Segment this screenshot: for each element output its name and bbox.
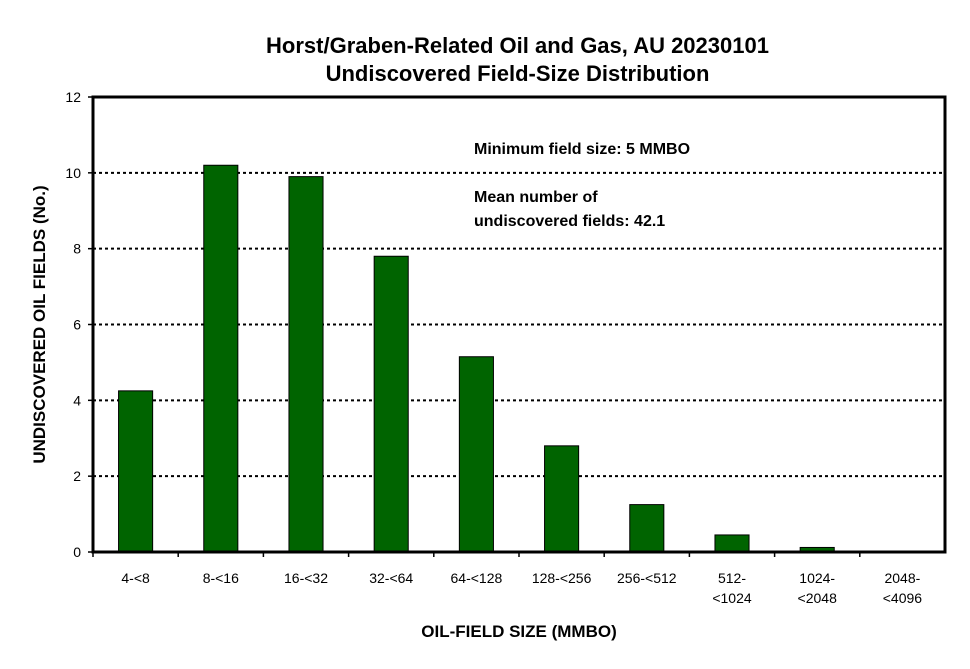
x-tick-label: <1024 [712, 590, 752, 606]
chart-title: Horst/Graben-Related Oil and Gas, AU 202… [266, 33, 769, 58]
x-tick-label: 32-<64 [369, 570, 413, 586]
bar [203, 164, 239, 553]
bars [118, 164, 835, 553]
min-field-size-note: Minimum field size: 5 MMBO [474, 138, 695, 162]
x-tick-label: 4-<8 [121, 570, 150, 586]
mean-fields-note-line2: undiscovered fields: 42.1 [474, 213, 666, 230]
y-axis-title: UNDISCOVERED OIL FIELDS (No.) [30, 185, 49, 463]
x-tick-label: 1024- [799, 570, 835, 586]
y-tick-label: 4 [73, 392, 81, 408]
x-tick-label: 2048- [884, 570, 920, 586]
bar [629, 504, 665, 553]
y-tick-label: 8 [73, 241, 81, 257]
x-tick-label: 512- [718, 570, 746, 586]
chart-subtitle: Undiscovered Field-Size Distribution [325, 61, 710, 86]
x-tick-label: 256-<512 [617, 570, 677, 586]
y-tick-label: 2 [73, 468, 81, 484]
mean-fields-note: Mean number of undiscovered fields: 42.1 [474, 186, 670, 234]
bar [373, 255, 409, 553]
y-tick-label: 12 [65, 89, 81, 105]
x-tick-label: 8-<16 [203, 570, 239, 586]
y-tick-label: 0 [73, 544, 81, 560]
gridlines [93, 171, 945, 478]
x-tick-label: <4096 [883, 590, 923, 606]
bar [118, 390, 154, 553]
bar [288, 176, 324, 553]
x-axis-title: OIL-FIELD SIZE (MMBO) [421, 622, 616, 641]
y-tick-label: 10 [65, 165, 81, 181]
bar [458, 356, 494, 553]
x-tick-label: 128-<256 [532, 570, 592, 586]
mean-fields-note-line1: Mean number of [474, 189, 598, 206]
bar [544, 445, 580, 553]
y-tick-label: 6 [73, 317, 81, 333]
axes: 0 2 4 6 8 10 12 4-<8 8-<16 16-<32 32-<64 64-<128 128… [65, 89, 922, 606]
x-tick-label: 64-<128 [451, 570, 503, 586]
x-tick-label: <2048 [798, 590, 838, 606]
bar [714, 534, 750, 553]
x-tick-label: 16-<32 [284, 570, 328, 586]
